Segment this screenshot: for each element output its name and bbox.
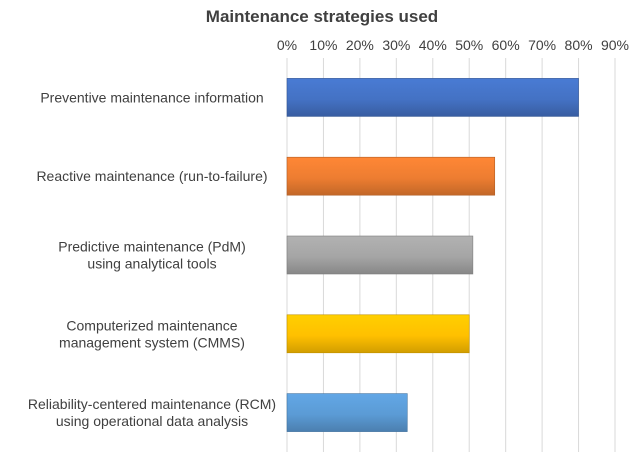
category-label: Computerized maintenance management syste… (59, 317, 245, 350)
category-label-line: using operational data analysis (56, 413, 248, 429)
chart-title: Maintenance strategies used (206, 7, 438, 26)
category-label-line: Computerized maintenance (66, 317, 237, 333)
x-tick-label: 70% (528, 37, 556, 53)
x-tick-label: 60% (492, 37, 520, 53)
x-tick-label: 50% (455, 37, 483, 53)
bar (286, 314, 470, 354)
bar (286, 393, 408, 432)
bar (286, 235, 474, 275)
x-tick-label: 10% (309, 37, 337, 53)
category-label-line: Preventive maintenance information (40, 89, 263, 105)
x-tick-label: 80% (565, 37, 593, 53)
bars (286, 78, 579, 432)
x-tick-label: 30% (382, 37, 410, 53)
x-tick-label: 0% (277, 37, 297, 53)
category-label: Reliability-centered maintenance (RCM) us… (28, 396, 276, 429)
category-label: Predictive maintenance (PdM) using analyt… (58, 239, 246, 272)
category-label: Reactive maintenance (run-to-failure) (36, 168, 267, 184)
bar (286, 78, 579, 117)
category-label-line: management system (CMMS) (59, 334, 245, 350)
x-tick-label: 40% (419, 37, 447, 53)
category-label-line: Reactive maintenance (run-to-failure) (36, 168, 267, 184)
x-tick-label: 20% (346, 37, 374, 53)
category-label-line: Reliability-centered maintenance (RCM) (28, 396, 276, 412)
category-label: Preventive maintenance information (40, 89, 263, 105)
bar (286, 156, 496, 196)
category-label-line: using analytical tools (87, 256, 216, 272)
x-axis-tick-labels: 0% 10% 20% 30% 40% 50% 60% 70% 80% 90% (277, 37, 629, 53)
category-label-line: Predictive maintenance (PdM) (58, 239, 246, 255)
category-labels: Preventive maintenance information Reacti… (28, 89, 276, 429)
x-tick-label: 90% (601, 37, 629, 53)
